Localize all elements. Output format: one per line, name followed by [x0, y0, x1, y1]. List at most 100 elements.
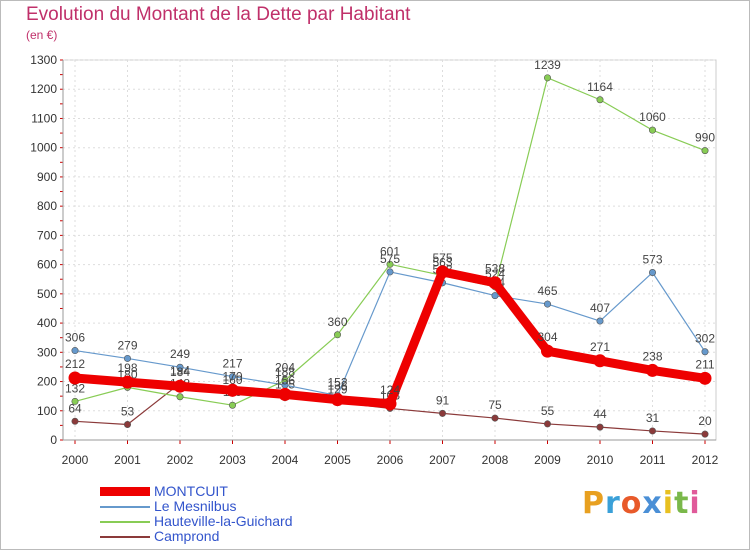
- logo-letter: P: [582, 486, 605, 521]
- y-tick-label: 100: [37, 404, 57, 418]
- x-tick-label: 2004: [272, 453, 299, 467]
- data-point: [226, 383, 239, 397]
- data-point: [596, 96, 604, 104]
- data-label: 31: [646, 411, 660, 425]
- data-label: 124: [380, 383, 400, 397]
- y-tick-label: 900: [37, 170, 57, 184]
- proxiti-logo: Proxiti: [582, 486, 701, 521]
- data-point: [438, 409, 446, 417]
- legend-swatch: [100, 535, 150, 538]
- y-tick-label: 700: [37, 228, 57, 242]
- x-tick-label: 2000: [62, 453, 89, 467]
- data-point: [698, 371, 712, 385]
- logo-letter: i: [662, 486, 675, 521]
- logo-letter: o: [620, 486, 643, 521]
- x-tick-label: 2001: [114, 453, 141, 467]
- data-label: 184: [170, 365, 190, 379]
- y-tick-label: 1100: [31, 111, 57, 125]
- data-label: 249: [170, 347, 190, 361]
- data-label: 160: [222, 373, 242, 387]
- data-label: 217: [222, 357, 242, 371]
- x-tick-label: 2002: [167, 453, 194, 467]
- data-label: 170: [222, 369, 242, 383]
- data-point: [596, 317, 604, 325]
- data-label: 407: [590, 301, 610, 315]
- x-tick-label: 2003: [219, 453, 246, 467]
- logo-letter: i: [689, 486, 701, 521]
- data-point: [543, 300, 551, 308]
- data-label: 129: [327, 382, 347, 396]
- data-point: [173, 379, 187, 393]
- data-label: 212: [65, 357, 85, 371]
- data-point: [176, 393, 184, 401]
- data-point: [71, 397, 79, 405]
- series-le-mesnilbus: 306279249217188152575538494465407573302: [65, 252, 715, 400]
- x-tick-label: 2008: [482, 453, 509, 467]
- logo-letter: x: [642, 486, 663, 521]
- data-point: [71, 417, 79, 425]
- logo-letter: t: [674, 486, 690, 521]
- data-label: 20: [698, 414, 712, 428]
- data-point: [596, 423, 604, 431]
- data-point: [491, 414, 499, 422]
- legend-label: Le Mesnilbus: [154, 498, 237, 514]
- data-label: 1164: [587, 80, 613, 94]
- data-point: [124, 421, 132, 429]
- data-label: 990: [695, 131, 715, 145]
- data-point: [648, 126, 656, 134]
- x-tick-label: 2012: [692, 453, 719, 467]
- data-point: [333, 331, 341, 339]
- data-point: [543, 74, 551, 82]
- chart-title: Evolution du Montant de la Dette par Hab…: [26, 4, 411, 25]
- y-tick-label: 1200: [30, 82, 57, 96]
- data-point: [648, 269, 656, 277]
- data-label: 360: [327, 315, 347, 329]
- data-point: [543, 420, 551, 428]
- data-point: [646, 363, 659, 377]
- y-tick-label: 200: [37, 375, 57, 389]
- data-label: 211: [695, 357, 714, 371]
- legend-label: MONTCUIT: [154, 483, 228, 499]
- data-point: [701, 348, 709, 356]
- data-label: 138: [327, 379, 347, 393]
- data-point: [124, 354, 132, 362]
- y-tick-label: 800: [37, 199, 57, 213]
- data-label: 306: [65, 331, 85, 345]
- data-point: [541, 344, 554, 358]
- legend-swatch: [100, 487, 150, 496]
- y-tick-label: 500: [37, 287, 57, 301]
- data-point: [121, 375, 134, 389]
- data-point: [386, 260, 394, 268]
- y-tick-label: 1000: [30, 141, 57, 155]
- data-label: 198: [117, 361, 137, 375]
- y-tick-label: 0: [50, 433, 57, 447]
- data-label: 1060: [639, 110, 666, 124]
- x-tick-label: 2006: [377, 453, 404, 467]
- data-label: 53: [121, 405, 135, 419]
- data-label: 601: [380, 244, 400, 258]
- data-label: 271: [590, 340, 610, 354]
- data-label: 55: [541, 404, 555, 418]
- data-point: [386, 268, 394, 276]
- data-point: [436, 265, 449, 279]
- data-point: [488, 276, 502, 290]
- legend-swatch: [100, 520, 150, 523]
- x-tick-label: 2011: [640, 453, 666, 467]
- logo-letter: r: [605, 486, 621, 521]
- data-label: 64: [68, 401, 82, 415]
- x-tick-label: 2009: [534, 453, 561, 467]
- data-label: 156: [275, 373, 295, 387]
- x-tick-label: 2005: [324, 453, 351, 467]
- data-point: [176, 363, 184, 371]
- data-label: 304: [537, 330, 557, 344]
- data-point: [701, 147, 709, 155]
- data-point: [68, 371, 82, 385]
- x-tick-label: 2007: [429, 453, 456, 467]
- y-tick-label: 400: [37, 316, 57, 330]
- legend-label: Camprond: [154, 528, 220, 544]
- data-point: [593, 354, 607, 368]
- data-label: 204: [275, 360, 295, 374]
- data-label: 132: [65, 381, 85, 395]
- data-label: 152: [327, 376, 347, 390]
- data-point: [229, 401, 237, 409]
